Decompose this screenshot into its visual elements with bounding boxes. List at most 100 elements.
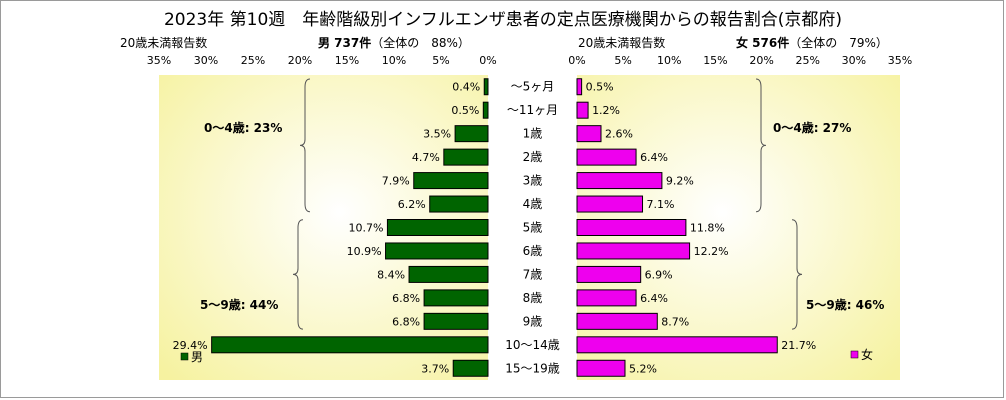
female-bar	[576, 359, 626, 377]
category-label: 9歳	[523, 314, 543, 328]
category-label: 1歳	[523, 127, 543, 141]
right-header-share: （全体の 79%）	[789, 36, 888, 50]
left-x-tick-label: 5%	[432, 54, 449, 67]
male-bar-value-label: 6.8%	[392, 292, 420, 305]
right-header-main: 女 576件（全体の 79%）	[736, 34, 888, 51]
left-x-tick-label: 25%	[241, 54, 265, 67]
female-bar	[576, 125, 602, 143]
left-bracket-5-9	[292, 219, 304, 330]
male-bar	[413, 172, 489, 190]
category-label: ～11ヶ月	[507, 103, 558, 117]
male-bar-value-label: 3.7%	[421, 362, 449, 375]
female-bar	[576, 148, 637, 166]
left-header-count-label: 20歳未満報告数	[120, 36, 208, 50]
male-bar	[386, 219, 489, 236]
right-x-tick-label: 5%	[614, 54, 631, 67]
male-bar	[452, 359, 489, 377]
female-bar-value-label: 7.1%	[647, 198, 675, 211]
category-label: 5歳	[523, 221, 543, 235]
category-label: 2歳	[523, 150, 543, 164]
right-bracket-0-4	[755, 78, 767, 213]
left-x-tick-label: 15%	[335, 54, 359, 67]
category-label: 3歳	[523, 174, 543, 188]
female-legend-label: 女	[861, 347, 873, 362]
right-x-tick-label: 15%	[703, 54, 727, 67]
male-group-0-4-label: 0～4歳: 23%	[204, 120, 282, 135]
right-header-total: 女 576件	[736, 36, 790, 50]
female-bar-value-label: 0.5%	[586, 81, 614, 94]
male-bar-value-label: 0.5%	[451, 104, 479, 117]
category-label: 6歳	[523, 244, 543, 258]
female-bar	[576, 172, 663, 190]
left-x-tick-label: 20%	[288, 54, 312, 67]
female-bar	[576, 101, 589, 119]
chart-title: 2023年 第10週 年齢階級別インフルエンザ患者の定点医療機関からの報告割合(…	[163, 10, 843, 30]
male-legend-label: 男	[191, 350, 203, 364]
left-header-share: （全体の 88%）	[371, 36, 470, 50]
male-bar	[211, 336, 489, 354]
male-bar	[483, 78, 489, 96]
left-bracket-0-4	[299, 78, 311, 213]
female-bar-value-label: 6.4%	[640, 151, 668, 164]
left-x-tick-label: 0%	[479, 54, 496, 67]
female-bar-value-label: 5.2%	[629, 362, 657, 375]
category-label: 15～19歳	[505, 361, 560, 375]
female-bar	[576, 265, 642, 283]
male-group-5-9-label: 5～9歳: 44%	[200, 297, 278, 312]
female-bar-value-label: 1.2%	[592, 104, 620, 117]
male-bar-value-label: 10.9%	[347, 245, 382, 258]
female-bar-value-label: 6.4%	[640, 292, 668, 305]
female-bar-value-label: 6.9%	[645, 268, 673, 281]
male-bar-value-label: 8.4%	[377, 268, 405, 281]
male-bar-value-label: 6.2%	[398, 198, 426, 211]
right-x-tick-label: 30%	[842, 54, 866, 67]
male-legend-swatch	[180, 352, 189, 361]
male-bar	[429, 195, 489, 213]
female-group-0-4-label: 0～4歳: 27%	[773, 120, 851, 135]
left-x-tick-label: 35%	[147, 54, 171, 67]
male-bar-value-label: 3.5%	[423, 128, 451, 141]
female-bar-value-label: 9.2%	[666, 175, 694, 188]
female-bar	[576, 219, 687, 236]
male-bar	[408, 265, 489, 283]
left-x-tick-label: 30%	[194, 54, 218, 67]
male-bar	[454, 125, 489, 143]
male-bar-value-label: 4.7%	[412, 151, 440, 164]
female-bar	[576, 78, 583, 96]
category-label: 8歳	[523, 291, 543, 305]
male-bar-value-label: 7.9%	[382, 175, 410, 188]
female-bar-value-label: 12.2%	[694, 245, 729, 258]
female-bar-value-label: 2.6%	[605, 128, 633, 141]
right-x-tick-label: 20%	[749, 54, 773, 67]
right-x-tick-label: 0%	[568, 54, 585, 67]
male-bar	[385, 242, 489, 260]
female-group-5-9-label: 5～9歳: 46%	[806, 297, 884, 312]
right-bracket-5-9	[791, 219, 803, 330]
right-x-tick-label: 35%	[888, 54, 912, 67]
left-header-main: 男 737件（全体の 88%）	[318, 34, 470, 51]
male-bar	[482, 101, 489, 119]
category-label: 4歳	[523, 197, 543, 211]
female-bar-value-label: 11.8%	[690, 222, 725, 235]
female-bar-value-label: 8.7%	[661, 315, 689, 328]
male-bar-value-label: 29.4%	[173, 339, 208, 352]
left-x-tick-label: 10%	[382, 54, 406, 67]
category-label: 10～14歳	[505, 338, 560, 352]
male-bar	[423, 289, 489, 307]
male-bar-value-label: 0.4%	[452, 81, 480, 94]
right-x-tick-label: 25%	[795, 54, 819, 67]
right-x-tick-label: 10%	[657, 54, 681, 67]
female-bar	[576, 242, 691, 260]
female-legend-swatch	[850, 350, 859, 359]
male-bar-value-label: 6.8%	[392, 315, 420, 328]
left-header-total: 男 737件	[318, 36, 372, 50]
right-header-count-label: 20歳未満報告数	[578, 36, 666, 50]
male-bar	[443, 148, 489, 166]
female-bar-value-label: 21.7%	[781, 339, 816, 352]
female-bar	[576, 312, 658, 330]
female-bar	[576, 336, 778, 354]
category-label: ～5ヶ月	[511, 80, 555, 94]
